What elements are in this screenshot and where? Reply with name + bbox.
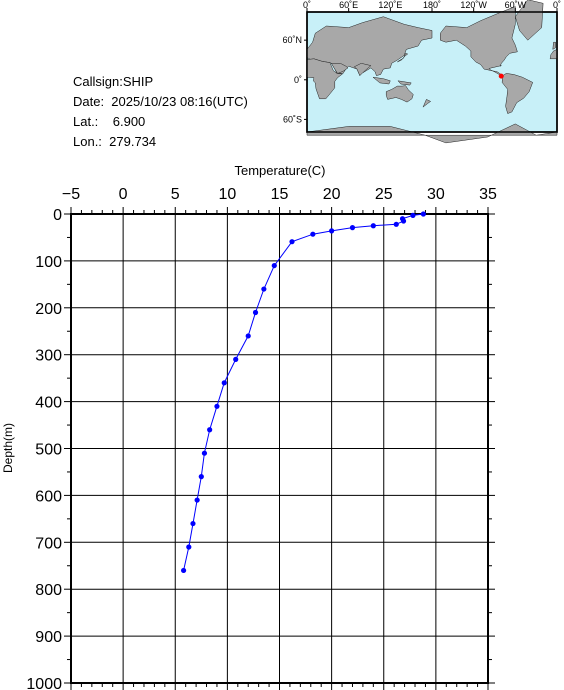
data-point (310, 231, 316, 237)
y-tick-label: 300 (35, 348, 62, 365)
data-point (221, 380, 227, 386)
chart-grid (70, 213, 489, 684)
series-line (180, 211, 426, 574)
land-south-america (501, 73, 534, 114)
map-lon-label: 60˚W (505, 0, 527, 10)
map-lon-label: 0˚ (303, 0, 311, 10)
land-iberia (549, 49, 558, 60)
y-tick-label: 400 (35, 395, 62, 412)
callsign-label: Callsign:SHIP (73, 74, 154, 89)
data-point (400, 218, 407, 224)
y-tick-label: 0 (53, 207, 62, 224)
data-point (186, 544, 192, 550)
data-point (349, 225, 356, 231)
data-point (207, 427, 213, 433)
map-lon-label: 180˚ (423, 0, 441, 10)
y-tick-label: 600 (35, 488, 62, 505)
x-axis-label: Temperature(C) (234, 163, 325, 178)
land-japan (397, 52, 409, 63)
data-point (420, 211, 426, 217)
y-tick-label: 500 (35, 442, 62, 459)
y-tick-label: 900 (35, 629, 62, 646)
data-point (214, 403, 220, 409)
y-tick-label: 1000 (26, 676, 62, 690)
y-tick-label: 100 (35, 254, 62, 271)
land-arabia (330, 63, 349, 74)
land-greenland (515, 0, 544, 41)
y-tick-label: 800 (35, 582, 62, 599)
latitude-label: Lat.: 6.900 (73, 114, 146, 129)
station-marker (498, 73, 504, 79)
data-point (329, 228, 335, 234)
land-newguinea (397, 80, 412, 86)
map-lon-label: 120˚W (460, 0, 487, 10)
data-point (190, 520, 196, 527)
data-point (261, 286, 267, 292)
date-label: Date: 2025/10/23 08:16(UTC) (73, 94, 248, 109)
land-indonesia (372, 76, 391, 85)
data-point (180, 567, 187, 574)
data-point (198, 474, 204, 480)
data-point (393, 221, 399, 227)
map-land (306, 0, 558, 144)
land-india (353, 63, 372, 77)
plot-area (71, 214, 488, 683)
map-frame (306, 11, 558, 133)
map-lat-label: 0˚ (294, 75, 302, 85)
station-info: Callsign:SHIP Date: 2025/10/23 08:16(UTC… (73, 72, 248, 152)
x-tick-label: 25 (375, 186, 393, 203)
longitude-label: Lon.: 279.734 (73, 134, 157, 149)
plot-frame (70, 213, 489, 684)
map-lon-label: 60˚E (339, 0, 358, 10)
map-lat-label: 60˚N (282, 35, 302, 45)
data-point (399, 216, 406, 222)
y-tick-label: 700 (35, 535, 62, 552)
data-point (194, 497, 200, 503)
map-ticks: 0˚ 60˚E 120˚E 180˚ 120˚W 60˚W 0˚ 60˚N 0˚ 60˚S (282, 0, 561, 133)
map-lon-label: 0˚ (553, 0, 561, 10)
x-tick-label: 30 (427, 186, 445, 203)
x-tick-label: −5 (62, 186, 80, 203)
land-antarctica (306, 123, 558, 144)
map-lon-label: 120˚E (378, 0, 402, 10)
land-australia (385, 85, 414, 103)
x-tick-label: 35 (479, 186, 497, 203)
data-point (233, 356, 239, 362)
x-tick-label: 0 (119, 186, 128, 203)
profile-line (183, 213, 424, 571)
data-point (245, 333, 251, 339)
x-tick-label: 15 (271, 186, 289, 203)
data-point (201, 450, 208, 456)
data-point (289, 239, 295, 245)
land-uk (552, 41, 556, 50)
map-lat-label: 60˚S (283, 114, 302, 124)
world-map: 0˚ 60˚E 120˚E 180˚ 120˚W 60˚W 0˚ 60˚N 0˚ 60˚S (282, 0, 561, 144)
land-africa (306, 58, 344, 100)
x-tick-label: 10 (218, 186, 236, 203)
data-point (271, 262, 277, 269)
data-point (370, 223, 376, 229)
y-tick-label: 200 (35, 301, 62, 318)
data-point (252, 309, 259, 316)
data-point (410, 212, 416, 219)
y-axis-label: Depth(m) (1, 423, 15, 473)
x-tick-label: 5 (171, 186, 180, 203)
land-newzealand (422, 99, 432, 108)
x-tick-label: 20 (323, 186, 341, 203)
chart-axes: −5 0 5 10 15 20 25 30 35010020030040050060070080… (26, 186, 497, 690)
